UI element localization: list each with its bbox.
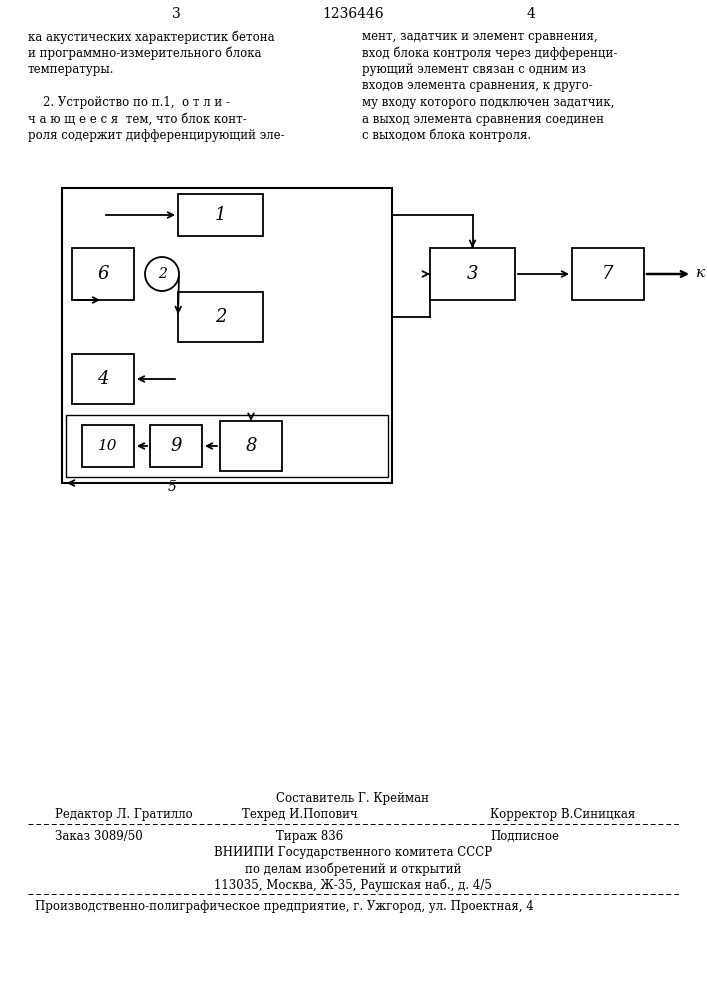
Text: роля содержит дифференцирующий эле-: роля содержит дифференцирующий эле-: [28, 129, 285, 142]
Text: а выход элемента сравнения соединен: а выход элемента сравнения соединен: [362, 112, 604, 125]
Text: 1: 1: [215, 206, 226, 224]
Text: Редактор Л. Гратилло: Редактор Л. Гратилло: [55, 808, 193, 821]
Text: вход блока контроля через дифференци-: вход блока контроля через дифференци-: [362, 46, 617, 60]
Text: по делам изобретений и открытий: по делам изобретений и открытий: [245, 862, 461, 876]
Bar: [220, 421, 282, 471]
Bar: [178, 292, 263, 342]
Text: Составитель Г. Крейман: Составитель Г. Крейман: [276, 792, 429, 805]
Text: 113035, Москва, Ж-35, Раушская наб., д. 4/5: 113035, Москва, Ж-35, Раушская наб., д. …: [214, 878, 492, 892]
Text: ка акустических характеристик бетона: ка акустических характеристик бетона: [28, 30, 274, 43]
Text: Заказ 3089/50: Заказ 3089/50: [55, 830, 143, 843]
Bar: [430, 248, 515, 300]
Text: входов элемента сравнения, к друго-: входов элемента сравнения, к друго-: [362, 80, 592, 93]
Text: Подписное: Подписное: [490, 830, 559, 843]
Text: 9: 9: [170, 437, 182, 455]
Text: к UM: к UM: [696, 266, 707, 280]
Text: Техред И.Попович: Техред И.Попович: [242, 808, 358, 821]
Text: ВНИИПИ Государственного комитета СССР: ВНИИПИ Государственного комитета СССР: [214, 846, 492, 859]
Text: рующий элемент связан с одним из: рующий элемент связан с одним из: [362, 63, 586, 76]
Text: ч а ю щ е е с я  тем, что блок конт-: ч а ю щ е е с я тем, что блок конт-: [28, 112, 247, 125]
Text: 2: 2: [215, 308, 226, 326]
Text: Производственно-полиграфическое предприятие, г. Ужгород, ул. Проектная, 4: Производственно-полиграфическое предприя…: [35, 900, 534, 913]
Text: 3: 3: [467, 265, 478, 283]
Text: температуры.: температуры.: [28, 63, 115, 76]
Text: 2: 2: [158, 267, 166, 281]
Circle shape: [145, 257, 179, 291]
Text: 1236446: 1236446: [322, 7, 384, 21]
Bar: [66, 415, 388, 477]
Bar: [572, 248, 644, 300]
Bar: [150, 425, 202, 467]
Text: 5: 5: [168, 480, 177, 494]
Text: 4: 4: [98, 370, 109, 388]
Text: Тираж 836: Тираж 836: [276, 830, 344, 843]
Text: Корректор В.Синицкая: Корректор В.Синицкая: [490, 808, 636, 821]
Bar: [72, 354, 134, 404]
Text: и программно-измерительного блока: и программно-измерительного блока: [28, 46, 262, 60]
Text: 8: 8: [245, 437, 257, 455]
Bar: [82, 425, 134, 467]
Bar: [178, 194, 263, 236]
Bar: [62, 188, 392, 483]
Text: с выходом блока контроля.: с выходом блока контроля.: [362, 129, 531, 142]
Text: 2. Устройство по п.1,  о т л и -: 2. Устройство по п.1, о т л и -: [28, 96, 230, 109]
Text: 10: 10: [98, 439, 118, 453]
Text: 4: 4: [527, 7, 535, 21]
Text: мент, задатчик и элемент сравнения,: мент, задатчик и элемент сравнения,: [362, 30, 597, 43]
Text: му входу которого подключен задатчик,: му входу которого подключен задатчик,: [362, 96, 614, 109]
Bar: [72, 248, 134, 300]
Text: 6: 6: [98, 265, 109, 283]
Text: 3: 3: [172, 7, 180, 21]
Text: 7: 7: [602, 265, 614, 283]
